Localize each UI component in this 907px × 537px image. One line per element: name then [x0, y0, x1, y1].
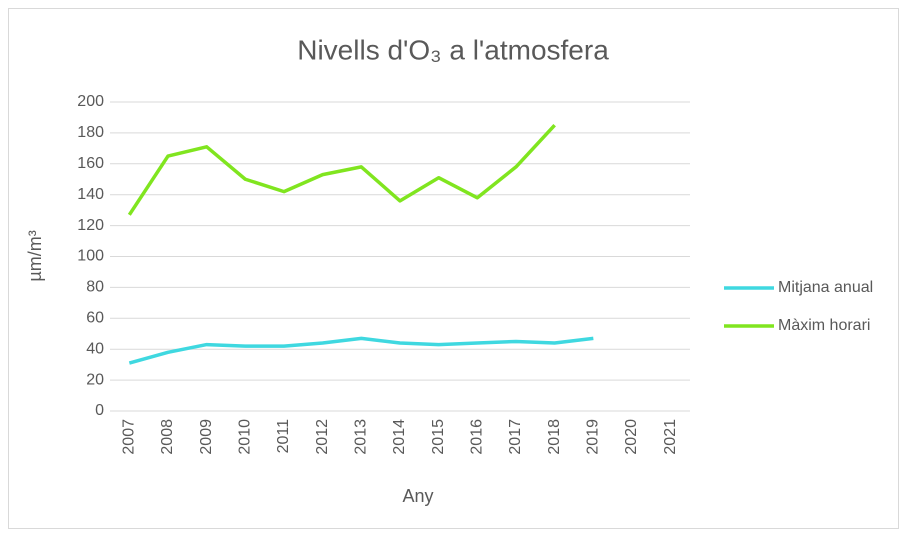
x-tick-label: 2020: [623, 419, 640, 455]
x-tick-label: 2014: [391, 419, 408, 455]
legend-label: Mitjana anual: [778, 279, 873, 296]
x-tick-label: 2011: [275, 419, 292, 454]
x-tick-label: 2015: [430, 419, 447, 455]
x-tick-label: 2012: [314, 419, 331, 455]
y-tick-label: 180: [77, 124, 104, 141]
y-tick-label: 0: [95, 402, 104, 419]
y-tick-label: 100: [77, 248, 104, 265]
y-tick-label: 120: [77, 217, 104, 234]
data-line: [127, 123, 556, 216]
x-tick-label: 2021: [662, 419, 679, 455]
x-axis-label: Any: [402, 486, 433, 506]
y-tick-label: 60: [86, 310, 104, 327]
chart-frame: [8, 8, 899, 529]
y-tick-label: 20: [86, 371, 104, 388]
x-tick-label: 2009: [198, 419, 215, 455]
y-tick-label: 140: [77, 186, 104, 203]
data-line: [128, 336, 594, 365]
legend-label: Màxim horari: [778, 317, 870, 334]
y-axis-label: µm/m³: [25, 230, 45, 281]
x-tick-label: 2013: [353, 419, 370, 455]
chart-title: Nivells d'O₃ a l'atmosfera: [297, 34, 609, 65]
x-tick-label: 2010: [237, 419, 254, 455]
x-tick-label: 2019: [585, 419, 602, 455]
y-tick-label: 200: [77, 93, 104, 110]
x-tick-label: 2017: [507, 419, 524, 455]
x-tick-label: 2008: [159, 419, 176, 455]
x-tick-label: 2007: [121, 419, 138, 455]
x-tick-label: 2018: [546, 419, 563, 455]
y-tick-label: 80: [86, 279, 104, 296]
y-tick-label: 160: [77, 155, 104, 172]
y-tick-label: 40: [86, 340, 104, 357]
x-tick-label: 2016: [469, 419, 486, 455]
